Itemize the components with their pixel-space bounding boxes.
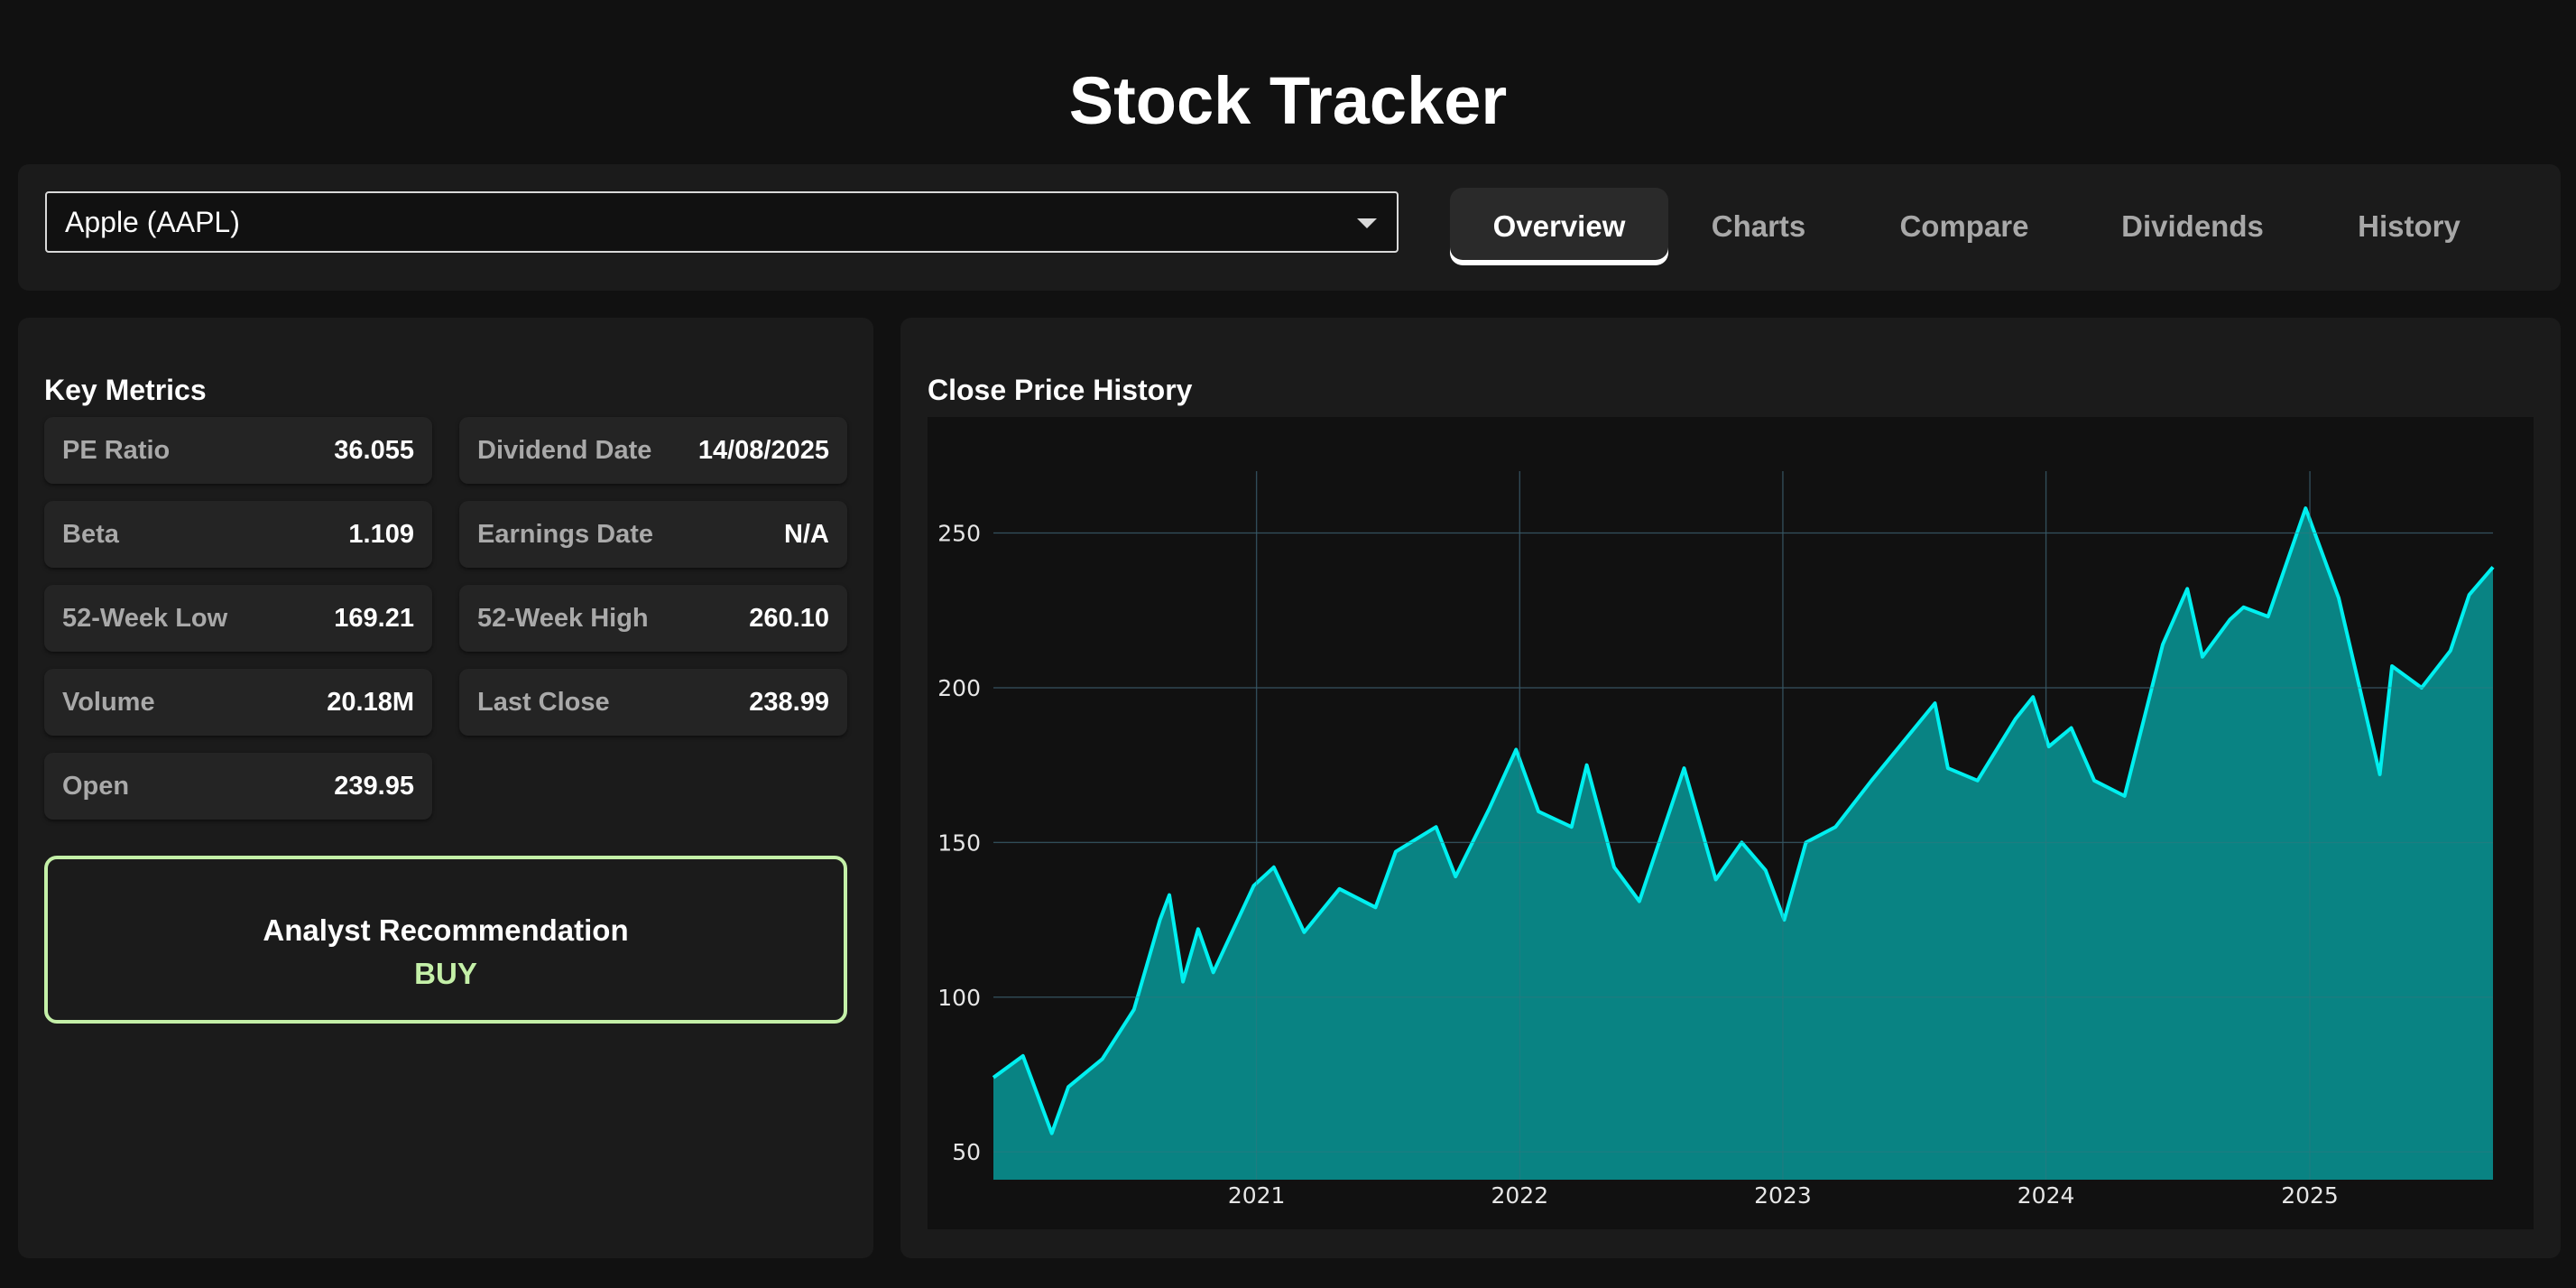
metric-label: 52-Week High xyxy=(477,604,649,633)
metric-volume: Volume 20.18M xyxy=(44,669,432,736)
chevron-down-icon[interactable] xyxy=(1357,218,1377,228)
x-tick-label: 2021 xyxy=(1228,1182,1286,1209)
x-tick-label: 2025 xyxy=(2281,1182,2339,1209)
page-title: Stock Tracker xyxy=(1068,63,1508,138)
metric-value: 239.95 xyxy=(334,772,414,801)
metric-label: 52-Week Low xyxy=(62,604,228,633)
analyst-recommendation-card: Analyst Recommendation BUY xyxy=(44,856,847,1024)
metric-value: 20.18M xyxy=(327,688,414,717)
metric-value: 169.21 xyxy=(334,604,414,633)
metric-value: 238.99 xyxy=(749,688,829,717)
metric-label: Last Close xyxy=(477,688,610,717)
metric-52-week-low: 52-Week Low 169.21 xyxy=(44,585,432,652)
metric-value: 260.10 xyxy=(749,604,829,633)
metric-dividend-date: Dividend Date 14/08/2025 xyxy=(459,417,847,484)
analyst-recommendation-value: BUY xyxy=(414,957,477,990)
metric-last-close: Last Close 238.99 xyxy=(459,669,847,736)
metric-label: Beta xyxy=(62,520,119,549)
y-tick-label: 100 xyxy=(937,985,981,1011)
metric-value: 36.055 xyxy=(334,436,414,465)
stock-select-value: Apple (AAPL) xyxy=(65,206,240,238)
chart-title: Close Price History xyxy=(928,374,1193,406)
metric-label: PE Ratio xyxy=(62,436,171,465)
chart-area: 50 100 150 200 250 2021 2022 2023 2024 2025 xyxy=(928,417,2534,1229)
y-tick-label: 250 xyxy=(937,521,981,547)
tab-dividends[interactable]: Dividends xyxy=(2121,209,2264,243)
metric-value: 1.109 xyxy=(348,520,414,549)
metric-value: N/A xyxy=(784,520,829,549)
metric-label: Volume xyxy=(62,688,155,717)
top-toolbar: Apple (AAPL) Overview Charts Compare Div… xyxy=(18,164,2561,291)
metric-label: Dividend Date xyxy=(477,436,652,465)
x-tick-label: 2022 xyxy=(1491,1182,1548,1209)
analyst-recommendation-title: Analyst Recommendation xyxy=(263,913,629,947)
stock-select[interactable]: Apple (AAPL) xyxy=(45,191,1399,253)
tab-charts[interactable]: Charts xyxy=(1711,209,1806,243)
metric-label: Open xyxy=(62,772,130,801)
metric-52-week-high: 52-Week High 260.10 xyxy=(459,585,847,652)
tab-overview[interactable]: Overview xyxy=(1450,188,1668,265)
metric-beta: Beta 1.109 xyxy=(44,501,432,568)
x-tick-label: 2023 xyxy=(1754,1182,1812,1209)
key-metrics-panel: Key Metrics PE Ratio 36.055 Dividend Dat… xyxy=(18,318,873,1258)
metric-label: Earnings Date xyxy=(477,520,653,549)
y-tick-label: 150 xyxy=(937,829,981,856)
metric-earnings-date: Earnings Date N/A xyxy=(459,501,847,568)
price-area xyxy=(993,508,2493,1180)
price-chart[interactable]: 50 100 150 200 250 2021 2022 2023 2024 2025 xyxy=(928,417,2534,1229)
y-tick-label: 200 xyxy=(937,675,981,701)
x-tick-label: 2024 xyxy=(2017,1182,2075,1209)
metric-value: 14/08/2025 xyxy=(697,436,829,465)
tab-compare[interactable]: Compare xyxy=(1899,209,2029,243)
tab-history[interactable]: History xyxy=(2358,209,2461,243)
metric-open: Open 239.95 xyxy=(44,753,432,820)
chart-panel: Close Price History 50 100 150 200 250 2021 20… xyxy=(900,318,2561,1258)
metric-pe-ratio: PE Ratio 36.055 xyxy=(44,417,432,484)
key-metrics-title: Key Metrics xyxy=(44,374,207,406)
y-tick-label: 50 xyxy=(952,1139,981,1165)
